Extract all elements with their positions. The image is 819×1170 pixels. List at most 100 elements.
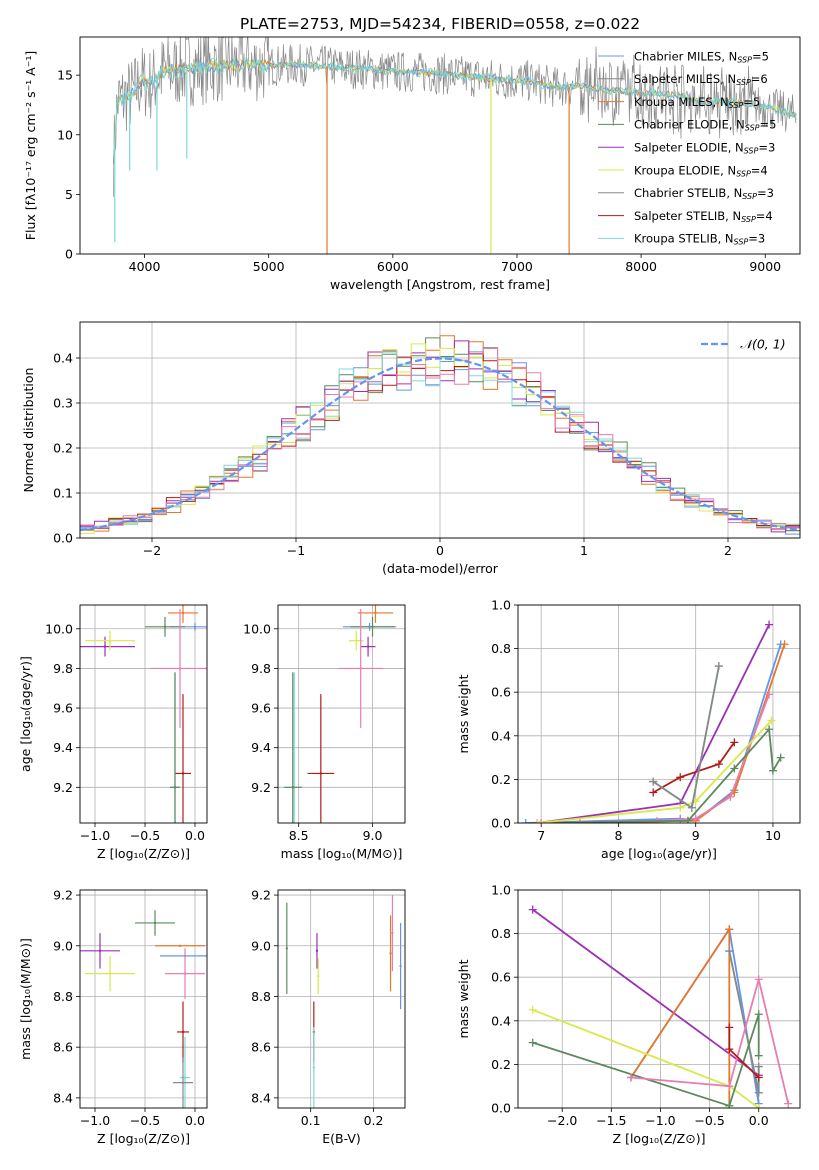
x-tick-label: 8: [614, 828, 622, 843]
weight-marker: [726, 792, 735, 801]
x-tick-label: 2: [724, 543, 732, 558]
y-tick-label: 0.2: [491, 1057, 511, 1072]
weight-marker: [714, 662, 723, 671]
plot-area: [113, 37, 797, 254]
weight-marker: [730, 764, 739, 773]
plot-area: [80, 605, 207, 823]
x-tick-label: 0.1: [301, 1113, 321, 1128]
weight-marker: [521, 819, 530, 823]
axes-frame: [79, 321, 801, 539]
y-axis-label: age [log₁₀(age/yr)]: [18, 656, 33, 772]
legend-label: Salpeter MILES, NSSP=6: [634, 72, 768, 87]
x-tick-label: −0.5: [130, 828, 160, 843]
weight-line-red: [652, 741, 736, 794]
histogram-green: [80, 337, 800, 532]
data-point: [103, 645, 107, 648]
x-tick-label: −1.5: [596, 1113, 626, 1128]
y-tick-label: 0.2: [491, 772, 511, 787]
x-axis-label: Z [log₁₀(Z/Z⊙)]: [97, 846, 190, 861]
weight-line-green: [537, 727, 782, 823]
y-tick-label: 0.6: [491, 685, 511, 700]
axes-frame: [277, 889, 406, 1109]
y-tick-label: 9.0: [251, 938, 271, 953]
data-point: [181, 1030, 185, 1034]
y-tick-label: 0.4: [491, 1013, 511, 1028]
weight-marker: [754, 1010, 763, 1019]
y-tick-label: 8.8: [251, 989, 271, 1004]
x-tick-label: 8.5: [289, 828, 309, 843]
weight-marker: [784, 1099, 793, 1108]
weight-marker: [626, 1073, 635, 1082]
weight-line-pink: [630, 979, 790, 1104]
x-tick-label: 4000: [129, 259, 161, 274]
y-axis-label: mass weight: [456, 959, 471, 1038]
legend-label: Kroupa STELIB, NSSP=3: [634, 232, 765, 247]
y-tick-label: 0.8: [491, 926, 511, 941]
x-tick-label: 0.0: [749, 1113, 769, 1128]
weight-marker: [754, 1051, 763, 1060]
mass-weight-vs-age-chart: 7 8 9 10 0.0 0.2 0.4 0.6 0.8 1.0 age [log₁₀(age/yr…: [456, 598, 801, 861]
y-tick-label: 0.4: [53, 351, 73, 366]
plot-area: [285, 895, 402, 1108]
data-point: [193, 625, 197, 628]
mass-vs-metallicity-chart: −1.0 −0.5 0.0 8.4 8.6 8.8 9.0 9.2 Z [log₁₀(Z/Z⊙)…: [18, 888, 208, 1146]
x-tick-label: −2.0: [547, 1113, 577, 1128]
y-tick-label: 0.3: [53, 396, 73, 411]
y-axis-label: mass weight: [456, 674, 471, 753]
data-point: [108, 639, 112, 642]
weight-marker: [683, 816, 692, 823]
normal-curve: [80, 357, 800, 532]
weight-marker: [691, 814, 700, 823]
axes-frame: [517, 889, 801, 1109]
x-axis-label: mass [log₁₀(M/M⊙)]: [281, 846, 403, 861]
axes-frame: [277, 604, 406, 824]
axes-frame: [517, 604, 801, 824]
data-point: [399, 964, 402, 968]
data-point: [389, 952, 392, 955]
y-tick-label: 0: [65, 247, 73, 262]
y-tick-label: 0.2: [53, 441, 73, 456]
y-tick-label: 9.6: [251, 701, 271, 716]
weight-marker: [725, 925, 734, 934]
y-tick-label: 8.6: [251, 1040, 271, 1055]
y-tick-label: 0.0: [491, 1101, 511, 1116]
y-tick-label: 9.4: [251, 740, 271, 755]
data-point: [173, 786, 177, 789]
y-tick-label: 8.8: [53, 989, 73, 1004]
y-tick-label: 9.2: [251, 888, 271, 903]
y-tick-label: 0.6: [491, 970, 511, 985]
weight-marker: [725, 1045, 734, 1054]
x-tick-label: 7: [537, 828, 545, 843]
x-tick-label: 5000: [253, 259, 285, 274]
data-point: [315, 949, 319, 953]
weight-line-yellow: [532, 1009, 760, 1108]
weight-marker: [714, 760, 723, 769]
data-point: [181, 611, 185, 615]
mass-weight-vs-metallicity-chart: −2.0 −1.5 −1.0 −0.5 0.0 0.0 0.2 0.4 0.6 0.8 1.0 Z […: [456, 883, 801, 1146]
weight-marker: [767, 716, 776, 725]
y-tick-label: 0.0: [53, 531, 73, 546]
x-tick-label: 6000: [377, 259, 409, 274]
x-tick-label: 8000: [625, 259, 657, 274]
y-axis-label: mass [log₁₀(M/M⊙)]: [18, 938, 33, 1060]
data-point: [391, 931, 394, 935]
x-tick-label: −1.0: [645, 1113, 675, 1128]
plot-area: [80, 335, 800, 535]
data-point: [181, 772, 185, 775]
data-point: [108, 972, 112, 975]
weight-line-blue: [630, 926, 760, 1104]
y-tick-label: 10: [57, 127, 73, 142]
data-point: [163, 625, 167, 628]
weight-marker: [676, 803, 685, 812]
weight-marker: [649, 777, 658, 786]
plot-area: [528, 905, 793, 1108]
x-tick-label: 0.0: [185, 828, 205, 843]
data-point: [317, 974, 320, 978]
x-tick-label: −0.5: [694, 1113, 724, 1128]
plot-area: [80, 910, 207, 1108]
data-point: [153, 921, 157, 925]
x-axis-label: age [log₁₀(age/yr)]: [601, 846, 717, 861]
y-tick-label: 8.4: [53, 1090, 73, 1105]
x-axis-label: (data-model)/error: [382, 561, 499, 576]
weight-marker: [754, 1104, 763, 1108]
